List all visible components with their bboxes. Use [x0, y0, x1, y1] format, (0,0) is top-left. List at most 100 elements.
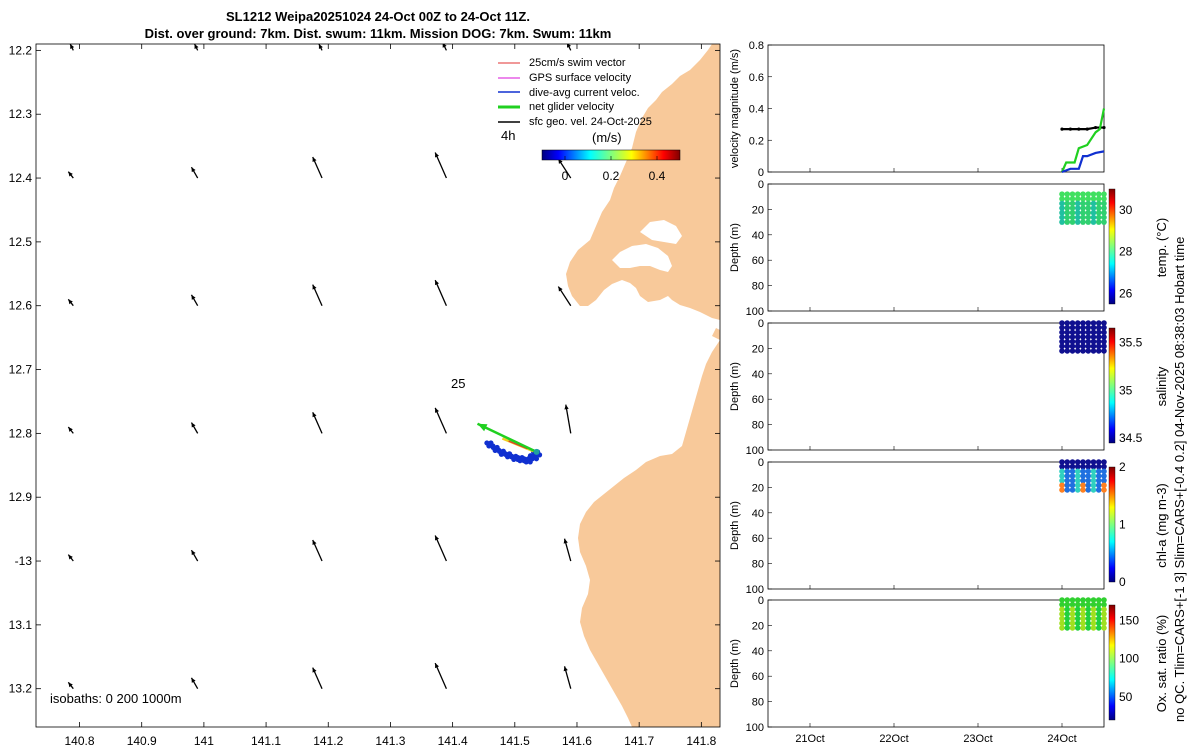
depth-sample-point: [1059, 606, 1065, 613]
depth-sample-point: [1101, 205, 1107, 211]
depth-sample-point: [1064, 320, 1071, 326]
depth-sample-point: [1080, 348, 1086, 354]
map-y-tick-label: 12.4: [9, 171, 33, 185]
depth-sample-point: [1064, 620, 1071, 627]
depth-sample-point: [1074, 219, 1081, 225]
geo-vector-arrow: [69, 44, 75, 51]
depth-sample-point: [1085, 200, 1092, 207]
depth-sample-point: [1064, 482, 1071, 489]
depth-sample-point: [1059, 468, 1065, 475]
land-north: [566, 44, 720, 320]
date-tick-label: 23Oct: [963, 733, 992, 745]
depth-sample-point: [1090, 597, 1097, 603]
panel-y-tick-label: 100: [746, 306, 764, 318]
geo-vector-arrow: [318, 44, 323, 51]
depth-sample-point: [1101, 324, 1107, 331]
panel-colorbar: [1108, 466, 1116, 583]
depth-sample-point: [1069, 209, 1076, 216]
map-x-tick-label: 141.7: [624, 734, 654, 748]
depth-sample-point: [1080, 191, 1086, 197]
geo-vector-arrow: [67, 171, 74, 179]
depth-sample-point: [1069, 482, 1076, 489]
map-x-tick-label: 141.3: [375, 734, 405, 748]
depth-sample-point: [1090, 625, 1097, 631]
panel-y-tick-label: 60: [752, 533, 764, 545]
depth-sample-point: [1069, 468, 1076, 475]
depth-sample-point: [1074, 214, 1081, 221]
map-y-tick-label: 12.9: [9, 490, 33, 504]
panel-y-tick-label: 0: [758, 318, 764, 330]
depth-sample-point: [1064, 343, 1071, 350]
panel-colorbar: [1108, 188, 1116, 305]
depth-sample-point: [1064, 487, 1071, 493]
depth-sample-point: [1064, 615, 1071, 622]
depth-sample-point: [1064, 625, 1071, 631]
depth-sample-point: [1080, 601, 1086, 608]
depth-sample-point: [1059, 205, 1065, 211]
geo-vector-arrow: [434, 279, 447, 306]
depth-sample-point: [1101, 611, 1107, 617]
depth-sample-point: [1090, 214, 1097, 221]
map-colorbar-ticks: 0 0.2 0.4: [562, 156, 666, 183]
depth-sample-point: [1101, 191, 1107, 197]
depth-sample-point: [1059, 463, 1065, 470]
geo-vector-arrow: [67, 426, 74, 434]
depth-sample-point: [1074, 615, 1081, 622]
panel-velocity: 0 0.2 0.4 0.6 0.8 velocity magnitude (m/s): [729, 40, 1106, 179]
map-y-tick-label: 12.3: [9, 107, 33, 121]
depth-sample-point: [1059, 338, 1065, 345]
depth-sample-point: [1085, 468, 1092, 475]
depth-sample-point: [1090, 468, 1097, 475]
depth-sample-point: [1085, 473, 1092, 479]
depth-sample-point: [1069, 606, 1076, 613]
panel-salinity: 0 20 40 60 80 100 Depth (m) 34.5 35 35.5 salinity: [729, 318, 1169, 457]
depth-sample-point: [1095, 348, 1102, 354]
panel-y-tick-label: 40: [752, 508, 764, 520]
depth-sample-point: [1090, 487, 1097, 493]
depth-sample-point: [1090, 219, 1097, 225]
panel-y-tick-label: 60: [752, 671, 764, 683]
geo-vector-arrow: [190, 294, 199, 307]
depth-sample-point: [1095, 597, 1102, 603]
depth-sample-point: [1059, 459, 1065, 465]
depth-sample-point: [1101, 487, 1107, 493]
date-tick-label: 21Oct: [795, 733, 824, 745]
panel-colorbar-tick-label: 150: [1119, 613, 1139, 627]
depth-sample-point: [1080, 209, 1086, 216]
geo-vector-arrow: [312, 412, 323, 434]
map-y-ticks: 12.2 12.3 12.4 12.5 12.6 12.7 12.8 12.9 -13 13.1 1…: [9, 43, 720, 696]
panel-y-tick-label: 20: [752, 204, 764, 216]
map-colorbar-tick-label: 0.2: [603, 169, 620, 183]
depth-sample-point: [1059, 477, 1065, 484]
depth-sample-point: [1080, 463, 1086, 470]
geo-vector-arrow: [67, 681, 74, 690]
panel-y-tick-label: 0.6: [749, 72, 764, 84]
geo-vector-arrow: [312, 156, 323, 179]
depth-sample-point: [1080, 611, 1086, 617]
depth-sample-point: [1064, 348, 1071, 354]
net-glider-arrowhead: [477, 423, 488, 432]
panel-y-tick-label: 100: [746, 722, 764, 734]
depth-sample-point: [1090, 348, 1097, 354]
panel-y-tick-label: 0: [758, 595, 764, 607]
depth-sample-point: [1095, 606, 1102, 613]
depth-sample-point: [1059, 214, 1065, 221]
map-colorbar-tick-label: 0.4: [649, 169, 666, 183]
depth-sample-point: [1085, 620, 1092, 627]
panel-colorbar-tick-label: 26: [1119, 287, 1133, 301]
depth-sample-point: [1101, 473, 1107, 479]
depth-sample-point: [1101, 615, 1107, 622]
panel-colorbar: [1108, 604, 1116, 721]
map-y-tick-label: 12.7: [9, 363, 33, 377]
depth-sample-point: [1064, 473, 1071, 479]
depth-sample-point: [1101, 329, 1107, 336]
depth-sample-point: [1080, 459, 1086, 465]
depth-sample-point: [1064, 209, 1071, 216]
depth-sample-point: [1074, 620, 1081, 627]
depth-sample-point: [1095, 611, 1102, 617]
depth-sample-point: [1074, 348, 1081, 354]
panel-frame: [767, 44, 1105, 173]
depth-sample-point: [1074, 468, 1081, 475]
depth-sample-point: [1095, 625, 1102, 631]
depth-sample-point: [1074, 191, 1081, 197]
